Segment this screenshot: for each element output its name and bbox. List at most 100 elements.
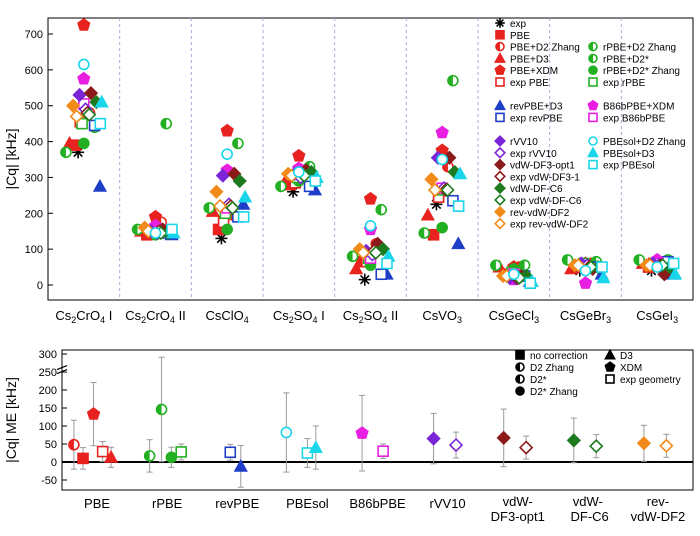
- legend-marker-exp-rpbe: [588, 77, 598, 87]
- point-rpbe-d2-zhang-5-half: [447, 75, 453, 86]
- legend-marker-exp-rvv10: [494, 146, 506, 159]
- point-rpbe-d2-zhang-4: [375, 203, 388, 216]
- legend-marker-pbe-d2-zhang: [495, 41, 505, 52]
- bottom-category-label-rev-vdw-df2: rev-vdW-DF2: [631, 494, 686, 524]
- me-point-rvv10-16: [426, 412, 441, 465]
- series-exp-rev-vdw-df2: [69, 109, 658, 284]
- point-exp-rev-vdw-df2-2: [212, 198, 228, 214]
- point-rpbe-d2-5-half: [419, 228, 425, 239]
- me-marker: [86, 407, 101, 420]
- me-marker: [659, 438, 674, 453]
- point-pbesol-d3-0: [94, 94, 109, 108]
- point-exp-rpbe-0: [76, 117, 88, 130]
- point-rpbe-d2-7-half: [562, 254, 568, 265]
- me-point-rpbe-7: [165, 446, 178, 468]
- series-pbesol-d2-zhang: [78, 58, 663, 281]
- point-rpbe-d2-8: [633, 254, 646, 266]
- point-rpbe-d2-zhang-2: [232, 137, 244, 150]
- legend-label-exp-vdw-df-c6: exp vdW-DF-C6: [510, 196, 582, 207]
- legend-label-exp-rvv10: exp rVV10: [510, 149, 557, 160]
- legend-marker-exp-pbe: [495, 77, 505, 87]
- me-marker: [143, 450, 156, 462]
- legend-marker-vdw-df3-opt1: [494, 158, 506, 171]
- point-rpbe-d2-2-half: [204, 202, 210, 213]
- me-marker: [175, 446, 187, 458]
- bottom-category-label-vdw-df-c6: vdW- DF-C6: [567, 494, 609, 524]
- point-rpbe-d2-zhang-1: [160, 117, 173, 130]
- me-marker: [103, 449, 119, 463]
- legend-marker-d2-half: [516, 375, 520, 383]
- top-y-tick-label: 0: [37, 280, 43, 292]
- point-b86bpbe-xdm-7: [578, 276, 593, 289]
- legend-marker-pbe-xdm: [494, 64, 506, 75]
- point-pbesol-d2-zhang-6: [508, 268, 520, 281]
- legend-label-d3: D3: [620, 351, 633, 362]
- legend-marker-exp-revpbe: [495, 112, 505, 123]
- me-point-pbe-0: [68, 419, 80, 470]
- point-rpbe-d2-7: [561, 254, 574, 266]
- legend-label-pbe: PBE: [510, 31, 530, 42]
- point-rpbe-d2-3-half: [275, 181, 281, 192]
- bottom-category-label-vdw-df3-opt1: vdW-DF3-opt1: [491, 494, 545, 524]
- legend-marker-d2-zhang-half: [516, 363, 520, 371]
- legend-marker-pbe-d3: [494, 52, 506, 63]
- legend-marker-b86bpbe-xdm: [587, 99, 599, 111]
- top-category-label-csgebr-3: CsGeBr3​: [560, 308, 611, 325]
- point-pbesol-d2-zhang-4: [364, 220, 377, 232]
- top-y-tick-label: 600: [25, 65, 43, 77]
- top-category-label-csclo-4: CsClO4​: [206, 308, 249, 325]
- point-exp-vdw-df-c6-5: [440, 182, 455, 198]
- legend-marker-pbe-d2-zhang-half: [496, 42, 500, 51]
- top-category-label-csgecl-3: CsGeCl3​: [489, 308, 540, 325]
- legend-marker-rpbe-d2-zhang-half: [589, 42, 593, 51]
- me-point-revpbe-10: [233, 444, 248, 488]
- top-category-label-cs-2cro-4-ii: Cs2​CrO4​ II: [125, 308, 186, 325]
- point-exp-vdw-df-c6-0: [82, 107, 97, 122]
- legend-marker-revpbe-d3: [494, 99, 506, 111]
- me-point-rev-vdw-df2-22: [636, 424, 652, 462]
- me-point-rvv10-17: [448, 431, 464, 459]
- series-exp-pbesol: [94, 117, 680, 290]
- point-revpbe-d3-0: [92, 178, 108, 192]
- legend-label-vdw-df-c6: vdW-DF-C6: [510, 184, 563, 195]
- point-rpbe-d2-8-half: [634, 254, 640, 265]
- point-rev-vdw-df2-2: [209, 184, 224, 199]
- legend-marker-exp-pbesol: [588, 159, 598, 170]
- point-rpbe-d2-zhang-5: [436, 221, 448, 234]
- bottom-y-tick-label: 0: [51, 457, 57, 469]
- me-point-pbesol-11: [280, 392, 293, 473]
- point-exp-4-stroke: [359, 274, 370, 285]
- point-rpbe-d2-6-half: [490, 260, 496, 271]
- me-marker: [77, 452, 89, 465]
- me-point-rpbe-5: [143, 439, 156, 473]
- bottom-y-axis-label: |Cq| ME [kHz]: [3, 377, 19, 463]
- me-marker: [377, 445, 389, 458]
- point-exp-pbesol-4: [381, 257, 393, 270]
- legend-marker-d2: [515, 374, 525, 384]
- point-exp-pbesol-5: [452, 200, 465, 212]
- bottom-legend: no correction D3 D2 Zhang XDM D2* exp geometr…: [515, 348, 681, 398]
- point-exp-pbesol-6: [524, 277, 537, 290]
- me-marker: [280, 426, 293, 439]
- legend-label-xdm: XDM: [620, 363, 642, 374]
- series-rpbe-d2: [60, 146, 646, 272]
- top-panel: 0 100 200 300 400 500 600 700 |Cq| [kHz] Cs2​CrO4…: [3, 17, 694, 325]
- me-marker: [165, 451, 178, 464]
- legend-label-exp-rev-vdw-df2: exp rev-vdW-DF2: [510, 220, 589, 231]
- point-rpbe-d2-zhang-6: [518, 259, 531, 272]
- point-pbe-xdm-0: [77, 18, 91, 31]
- point-exp-pbesol-0: [94, 117, 107, 130]
- me-marker-half: [156, 404, 162, 415]
- me-point-pbesol-13: [308, 425, 323, 470]
- point-pbesol-d3-8: [667, 266, 683, 280]
- point-revpbe-d3-2: [236, 196, 251, 210]
- legend-label-d2: D2*: [530, 375, 547, 386]
- me-point-rpbe-8: [175, 443, 187, 461]
- me-point-revpbe-9: [224, 443, 237, 461]
- legend-marker-rpbe-d2-zhang: [588, 65, 598, 75]
- legend-label-d2-zhang: D2* Zhang: [530, 387, 578, 398]
- point-pbesol-d3-7: [596, 270, 611, 284]
- point-pbe-d3-4: [349, 261, 364, 275]
- bottom-y-tick-label: 50: [45, 439, 57, 451]
- point-pbesol-d3-5: [452, 166, 468, 180]
